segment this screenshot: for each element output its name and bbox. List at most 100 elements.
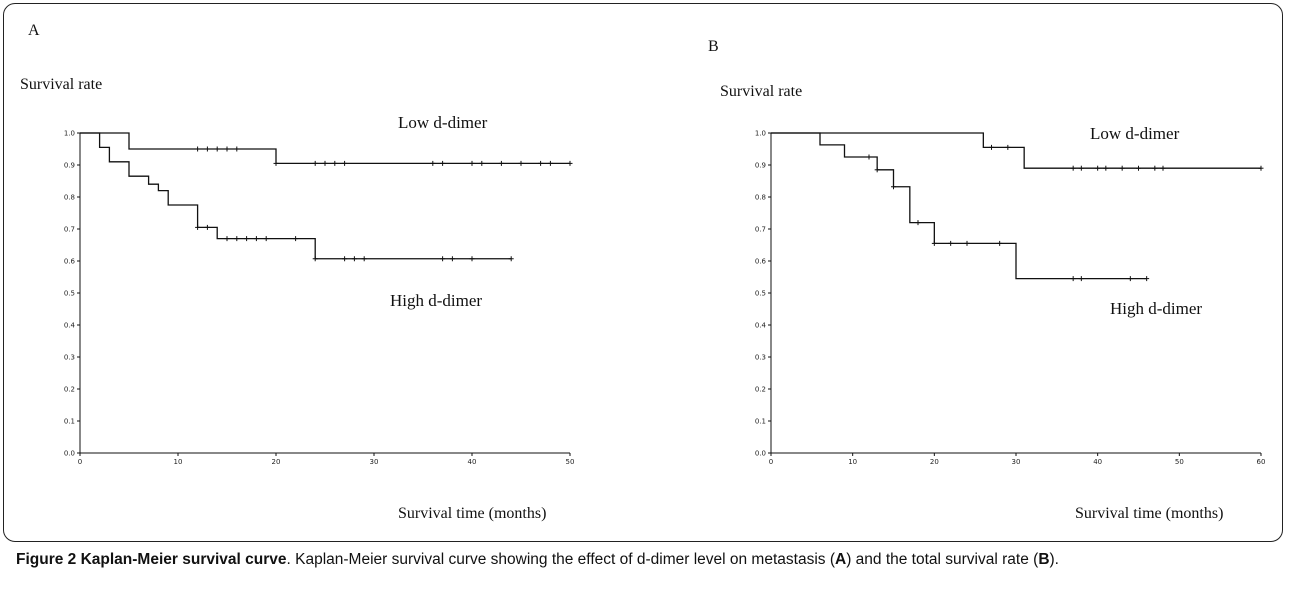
panel-b-y-tick-label: 0.9 — [755, 162, 766, 170]
panel-a-high-d-dimer-censor-mark — [440, 256, 446, 262]
panel-b-high-d-dimer-censor-mark — [948, 240, 954, 246]
panel-b-y-tick-label: 0.4 — [755, 322, 767, 330]
panel-a-y-tick-label: 0.9 — [64, 162, 75, 170]
caption-text-2: ) and the total survival rate ( — [846, 551, 1039, 568]
panel-a-high-d-dimer-censor-mark — [351, 256, 357, 262]
panel-a-y-axis-label: Survival rate — [20, 76, 103, 93]
panel-a-x-axis-label: Survival time (months) — [398, 505, 547, 522]
panel-a-low-d-dimer-censor-mark — [440, 160, 446, 166]
panel-a-low-d-dimer-censor-mark — [430, 160, 436, 166]
panel-b-low-d-dimer-censor-mark — [1095, 165, 1101, 171]
panel-b-x-tick-label: 60 — [1257, 458, 1266, 466]
panel-b-y-tick-label: 0.1 — [755, 418, 766, 426]
panel-a-high-d-dimer-censor-mark — [224, 236, 230, 242]
panel-a-high-d-dimer-censor-mark — [508, 256, 514, 262]
panel-b-low-d-dimer-censor-mark — [1005, 144, 1011, 150]
panel-a-y-tick-label: 0.6 — [64, 258, 76, 266]
panel-b-high-d-dimer-curve — [771, 132, 1147, 280]
panel-a-high-d-dimer-censor-mark — [253, 236, 259, 242]
panel-a-high-d-dimer-censor-mark — [293, 236, 299, 242]
panel-a-low-d-dimer-censor-mark — [224, 146, 230, 152]
panel-a-letter: A — [28, 22, 40, 39]
panel-a-y-tick-label: 0.4 — [64, 322, 76, 330]
panel-a-high-d-dimer-censor-mark — [195, 224, 201, 230]
panel-a-high-d-dimer-censor-mark — [244, 236, 250, 242]
panel-a-high-d-dimer-censor-mark — [204, 224, 210, 230]
panel-b-letter: B — [708, 38, 719, 55]
panel-b-y-tick-label: 0.3 — [755, 354, 766, 362]
panel-b-low-d-dimer-censor-mark — [1078, 165, 1084, 171]
caption-text-3: ). — [1049, 551, 1059, 568]
figure-caption: Figure 2 Kaplan-Meier survival curve. Ka… — [16, 550, 1276, 570]
panel-b-y-tick-label: 0.6 — [755, 258, 767, 266]
panel-a-y-tick-label: 0.3 — [64, 354, 75, 362]
panel-a-low-d-dimer-censor-mark — [312, 160, 318, 166]
panel-b-low-d-dimer-label: Low d-dimer — [1090, 124, 1180, 143]
panel-b-x-tick-label: 10 — [848, 458, 857, 466]
panel-b-y-tick-label: 0.7 — [755, 226, 766, 234]
survival-charts: 0 10 20 30 40 50 0.0 0.1 0.2 0.3 0.4 0.5 0.6 0.7 0.8 0.… — [64, 113, 1266, 466]
panel-a-low-d-dimer-censor-mark — [547, 160, 553, 166]
panel-a-high-d-dimer-censor-mark — [263, 236, 269, 242]
panel-a-low-d-dimer-censor-mark — [538, 160, 544, 166]
panel-b-x-axis-label: Survival time (months) — [1075, 505, 1224, 522]
panel-a-low-d-dimer-censor-mark — [322, 160, 328, 166]
panel-a-low-d-dimer-censor-mark — [518, 160, 524, 166]
panel-b-x-tick-label: 0 — [769, 458, 773, 466]
caption-ref-b: B — [1038, 551, 1050, 568]
panel-a-high-d-dimer-censor-mark — [342, 256, 348, 262]
panel-a-high-d-dimer-curve — [80, 132, 512, 260]
panel-a-y-tick-label: 1.0 — [64, 130, 75, 138]
panel-a-low-d-dimer-censor-mark — [214, 146, 220, 152]
panel-a-high-d-dimer-censor-mark — [361, 256, 367, 262]
panel-b-x-tick-label: 50 — [1175, 458, 1184, 466]
panel-b-high-d-dimer-censor-mark — [915, 220, 921, 226]
panel-b-low-d-dimer-censor-mark — [1258, 165, 1264, 171]
panel-b-high-d-dimer-censor-mark — [997, 240, 1003, 246]
panel-a-x-tick-label: 10 — [174, 458, 183, 466]
caption-text-1: . Kaplan-Meier survival curve showing th… — [286, 551, 835, 568]
panel-a-low-d-dimer-censor-mark — [498, 160, 504, 166]
panel-b-y-tick-label: 0.0 — [755, 450, 766, 458]
panel-b-high-d-dimer-censor-mark — [1127, 276, 1133, 282]
panel-a-high-d-dimer-censor-mark — [234, 236, 240, 242]
panel-b-y-tick-label: 0.5 — [755, 290, 766, 298]
panel-b-high-d-dimer-censor-mark — [931, 240, 937, 246]
panel-b-low-d-dimer-censor-mark — [1160, 165, 1166, 171]
panel-b-high-d-dimer-censor-mark — [1144, 276, 1150, 282]
panel-b-x-tick-label: 40 — [1093, 458, 1102, 466]
panel-a-low-d-dimer-censor-mark — [195, 146, 201, 152]
panel-b-high-d-dimer-censor-mark — [891, 184, 896, 190]
panel-b-y-tick-label: 0.8 — [755, 194, 766, 202]
panel-a-high-d-dimer-censor-mark — [449, 256, 455, 262]
panel-b-high-d-dimer-censor-mark — [1078, 276, 1084, 282]
panel-a-y-tick-label: 0.1 — [64, 418, 75, 426]
panel-a-low-d-dimer-label: Low d-dimer — [398, 113, 488, 132]
panel-a-low-d-dimer-censor-mark — [469, 160, 475, 166]
caption-ref-a: A — [834, 551, 847, 568]
panel-a-y-tick-label: 0.0 — [64, 450, 75, 458]
panel-a-low-d-dimer-curve — [80, 132, 570, 165]
panel-a-low-d-dimer-censor-mark — [479, 160, 485, 166]
panel-a-low-d-dimer-censor-mark — [234, 146, 240, 152]
panel-a-low-d-dimer-censor-mark — [204, 146, 210, 152]
panel-b-low-d-dimer-censor-mark — [1152, 165, 1158, 171]
panel-a-y-tick-label: 0.2 — [64, 386, 75, 394]
panel-a-y-tick-label: 0.5 — [64, 290, 75, 298]
panel-b-y-tick-label: 1.0 — [755, 130, 766, 138]
panel-a-y-tick-label: 0.8 — [64, 194, 75, 202]
panel-a-low-d-dimer-censor-mark — [332, 160, 338, 166]
panel-b-low-d-dimer-curve — [771, 132, 1261, 169]
panel-b-high-d-dimer-censor-mark — [1070, 276, 1076, 282]
panel-b-plot: 0 10 20 30 40 50 60 0.0 0.1 0.2 0.3 0.4 0.5 0.6 0.7 0.8… — [755, 124, 1266, 466]
panel-a-plot: 0 10 20 30 40 50 0.0 0.1 0.2 0.3 0.4 0.5 0.6 0.7 0.8 0.… — [64, 113, 575, 466]
panel-a-y-tick-label: 0.7 — [64, 226, 75, 234]
figure-frame — [3, 3, 1283, 542]
panel-a-high-d-dimer-censor-mark — [312, 256, 318, 262]
panel-a-low-d-dimer-censor-mark — [273, 160, 279, 166]
panel-b-high-d-dimer-censor-mark — [866, 154, 872, 160]
panel-b-y-tick-label: 0.2 — [755, 386, 766, 394]
panel-a-high-d-dimer-label: High d-dimer — [390, 291, 482, 310]
panel-a-x-tick-label: 0 — [78, 458, 82, 466]
panel-b-high-d-dimer-censor-mark — [874, 167, 880, 173]
